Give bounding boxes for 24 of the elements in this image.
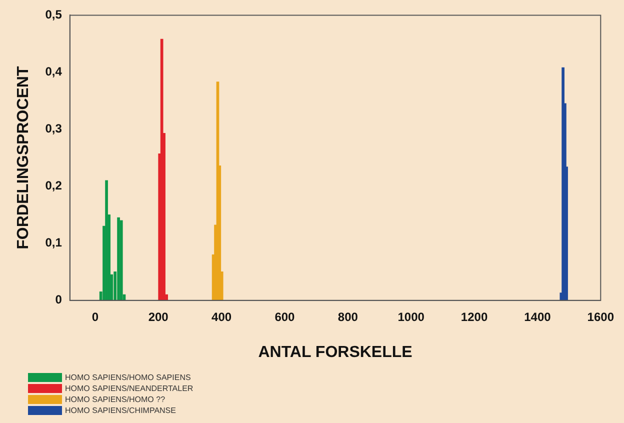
bar <box>120 220 123 300</box>
x-tick-label: 1400 <box>524 310 552 324</box>
y-tick-label: 0 <box>55 292 62 307</box>
x-tick-label: 200 <box>148 310 169 324</box>
x-tick-label: 1000 <box>398 310 425 324</box>
legend-label: HOMO SAPIENS/CHIMPANSE <box>65 406 176 416</box>
x-tick-label: 1600 <box>587 310 614 324</box>
y-tick-label: 0,2 <box>45 178 62 193</box>
y-tick-label: 0,1 <box>45 236 62 250</box>
x-tick-label: 400 <box>212 310 232 324</box>
x-tick-label: 1200 <box>460 310 488 324</box>
y-tick-label: 0,3 <box>45 122 62 136</box>
legend-label: HOMO SAPIENS/HOMO SAPIENS <box>65 372 191 382</box>
bar <box>117 217 120 300</box>
x-tick-label: 600 <box>274 310 296 324</box>
x-tick-label: 800 <box>338 310 358 324</box>
bar <box>105 180 108 300</box>
legend-label: HOMO SAPIENS/NEANDERTALER <box>65 384 194 394</box>
y-axis-title: FORDELINGSPROCENT <box>15 66 32 250</box>
legend-label: HOMO SAPIENS/HOMO ?? <box>65 394 166 404</box>
x-tick-label: 0 <box>92 310 99 324</box>
y-tick-label: 0,4 <box>45 64 62 79</box>
x-axis-title: ANTAL FORSKELLE <box>258 344 413 361</box>
y-tick-label: 0,5 <box>45 8 62 22</box>
